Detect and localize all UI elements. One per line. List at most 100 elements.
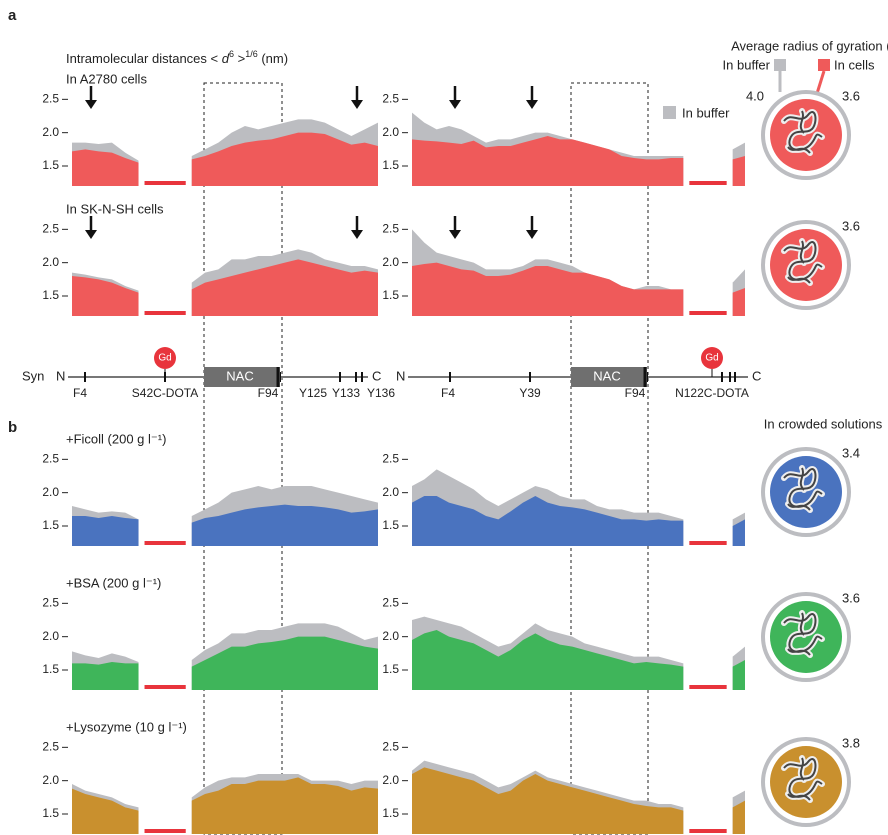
- excluded-bar: [689, 311, 726, 315]
- y-title-part: >: [234, 51, 245, 66]
- residue-label: S42C-DOTA: [132, 386, 198, 400]
- excluded-bar: [689, 685, 726, 689]
- y-tick-label: 2.5: [382, 92, 399, 106]
- gyration-cells-label: In cells: [834, 57, 875, 72]
- y-tick-label: 1.5: [382, 288, 399, 302]
- row-title: +Lysozyme (10 g l⁻¹): [66, 719, 187, 734]
- y-tick-label: 2.5: [382, 740, 399, 754]
- y-tick-label: 1.5: [382, 158, 399, 172]
- y-title-part: 1/6: [245, 49, 258, 59]
- residue-label: Y133: [332, 386, 360, 400]
- y-tick-label: 2.5: [42, 222, 59, 236]
- gyration-value: 3.4: [842, 445, 860, 460]
- residue-label: Y136: [367, 386, 395, 400]
- y-tick-label: 2.0: [42, 485, 59, 499]
- y-tick-label: 2.5: [42, 92, 59, 106]
- y-tick-label: 1.5: [382, 806, 399, 820]
- area: [72, 789, 139, 834]
- arrow-head: [449, 230, 461, 239]
- nac-label: NAC: [226, 368, 253, 383]
- arrow-head: [526, 100, 538, 109]
- gyration-value: 3.6: [842, 88, 860, 103]
- residue-label: N122C-DOTA: [675, 386, 749, 400]
- legend-swatch: [663, 106, 676, 119]
- legend-label: In buffer: [682, 105, 730, 120]
- residue-label: F94: [258, 386, 279, 400]
- arrow-head: [351, 230, 363, 239]
- area: [733, 156, 745, 186]
- excluded-bar: [145, 685, 186, 689]
- arrow-head: [85, 100, 97, 109]
- y-tick-label: 1.5: [42, 518, 59, 532]
- excluded-bar: [689, 541, 726, 545]
- y-tick-label: 1.5: [382, 662, 399, 676]
- excluded-bar: [689, 181, 726, 185]
- y-tick-label: 2.0: [382, 629, 399, 643]
- excluded-bar: [689, 829, 726, 833]
- terminus: C: [752, 368, 761, 383]
- terminus: N: [56, 368, 65, 383]
- arrow-head: [526, 230, 538, 239]
- area: [72, 662, 139, 690]
- y-tick-label: 2.0: [382, 773, 399, 787]
- y-tick-label: 2.5: [382, 596, 399, 610]
- y-tick-label: 2.0: [42, 773, 59, 787]
- area: [72, 276, 139, 316]
- y-tick-label: 2.5: [382, 452, 399, 466]
- y-tick-label: 2.0: [42, 629, 59, 643]
- crowded-label: In crowded solutions: [764, 416, 883, 431]
- legend-swatch: [774, 59, 786, 71]
- nac-label: NAC: [593, 368, 620, 383]
- y-tick-label: 2.0: [382, 125, 399, 139]
- panel-label: a: [8, 7, 17, 24]
- y-tick-label: 1.5: [42, 662, 59, 676]
- residue-label: F4: [73, 386, 87, 400]
- arrow-head: [85, 230, 97, 239]
- y-tick-label: 1.5: [42, 806, 59, 820]
- excluded-bar: [145, 829, 186, 833]
- terminus: N: [396, 368, 405, 383]
- y-title-part: Intramolecular distances <: [66, 51, 222, 66]
- area: [72, 516, 139, 546]
- row-title: In SK-N-SH cells: [66, 201, 164, 216]
- excluded-bar: [145, 311, 186, 315]
- y-tick-label: 1.5: [42, 158, 59, 172]
- y-tick-label: 1.5: [382, 518, 399, 532]
- gyration-title: Average radius of gyration (nm): [731, 38, 888, 53]
- gd-label: Gd: [705, 353, 718, 364]
- gd-label: Gd: [158, 353, 171, 364]
- syn-label: Syn: [22, 368, 44, 383]
- excluded-bar: [145, 541, 186, 545]
- gyration-value: 3.8: [842, 735, 860, 750]
- area: [733, 288, 745, 316]
- y-tick-label: 2.0: [42, 255, 59, 269]
- y-tick-label: 2.5: [42, 452, 59, 466]
- row-title: +Ficoll (200 g l⁻¹): [66, 431, 166, 446]
- row-title: In A2780 cells: [66, 71, 147, 86]
- residue-label: Y125: [299, 386, 327, 400]
- arrow-head: [449, 100, 461, 109]
- residue-label: F4: [441, 386, 455, 400]
- y-axis-title: Intramolecular distances < d6 >1/6 (nm): [66, 49, 288, 66]
- excluded-bar: [145, 181, 186, 185]
- legend-swatch: [818, 59, 830, 71]
- y-tick-label: 2.0: [382, 255, 399, 269]
- panel-label: b: [8, 419, 17, 436]
- figure: a b Intramolecular distances < d6 >1/6 (…: [0, 0, 888, 835]
- y-tick-label: 1.5: [42, 288, 59, 302]
- residue-label: F94: [625, 386, 646, 400]
- area: [412, 136, 683, 186]
- y-tick-label: 2.0: [42, 125, 59, 139]
- nac-region: [204, 83, 282, 834]
- gyration-value: 3.6: [842, 590, 860, 605]
- y-tick-label: 2.5: [42, 596, 59, 610]
- gyration-value: 3.6: [842, 218, 860, 233]
- y-tick-label: 2.5: [382, 222, 399, 236]
- y-title-part: (nm): [258, 51, 288, 66]
- gyration-buffer-value: 4.0: [746, 88, 764, 103]
- y-tick-label: 2.5: [42, 740, 59, 754]
- gyration-buffer-label: In buffer: [723, 57, 771, 72]
- terminus: C: [372, 368, 381, 383]
- nac-region: [571, 83, 648, 834]
- y-tick-label: 2.0: [382, 485, 399, 499]
